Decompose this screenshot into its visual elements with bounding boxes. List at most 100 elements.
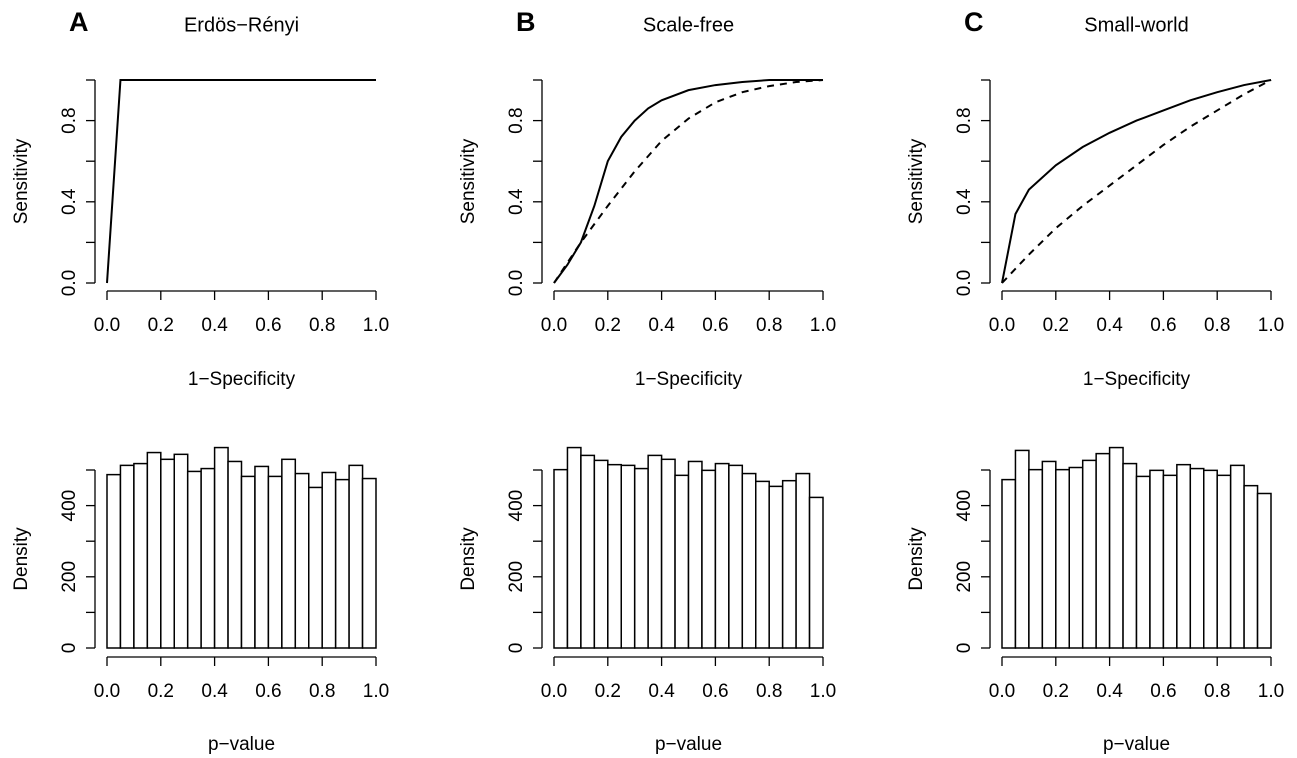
histogram-bar [1162, 474, 1178, 649]
histogram-bar [566, 446, 582, 649]
histogram-bar [106, 473, 122, 649]
x-tick-label: 0.2 [148, 681, 174, 702]
x-tick-label: 0.8 [756, 315, 782, 336]
x-tick-label: 0.0 [94, 681, 120, 702]
x-tick-label: 0.2 [595, 315, 621, 336]
chart-title: Small-world [1084, 14, 1188, 36]
y-axis-label: Density [906, 527, 927, 591]
y-tick-label: 0 [954, 643, 975, 654]
histogram-bar [607, 463, 622, 649]
roc-curve [106, 79, 376, 284]
histogram-bar [213, 446, 229, 649]
x-tick-label: 1.0 [810, 681, 836, 702]
x-tick-label: 0.6 [702, 315, 728, 336]
histogram-bar [281, 458, 297, 649]
histogram-bar [1095, 452, 1111, 649]
x-axis-label: p−value [1103, 734, 1170, 755]
histogram-bar [1135, 475, 1151, 649]
x-axis-label: p−value [655, 734, 722, 755]
roc-curve [553, 79, 824, 284]
histogram-bar [160, 458, 176, 649]
histogram-bar [186, 470, 202, 649]
y-tick-label: 200 [506, 561, 527, 593]
x-tick-label: 0.4 [648, 315, 675, 336]
x-tick-label: 0.0 [541, 681, 567, 702]
histogram-bar [254, 465, 270, 649]
x-tick-label: 0.4 [201, 681, 228, 702]
x-tick-label: 0.2 [1043, 681, 1069, 702]
roc-curve [1001, 79, 1272, 284]
histogram-bar [633, 467, 649, 649]
x-tick-label: 0.0 [94, 315, 120, 336]
roc-curve [553, 79, 823, 284]
histogram-bar [240, 475, 256, 649]
y-tick-label: 0.4 [506, 188, 527, 215]
y-tick-label: 400 [954, 490, 975, 522]
histogram-bar [741, 472, 757, 649]
x-tick-label: 0.8 [309, 681, 335, 702]
x-axis-label: p−value [208, 734, 275, 755]
y-tick-label: 400 [506, 490, 527, 522]
x-tick-label: 0.4 [1096, 315, 1123, 336]
histogram-bar [227, 460, 243, 649]
y-tick-label: 0.4 [59, 188, 80, 215]
histogram-bar [647, 454, 663, 649]
roc-curve [1001, 79, 1272, 284]
x-tick-label: 1.0 [1258, 681, 1284, 702]
y-tick-label: 400 [59, 490, 80, 522]
histogram-bar [119, 464, 135, 649]
histogram-bar [593, 459, 609, 649]
histogram-bar [1176, 463, 1192, 649]
histogram-bar [146, 451, 162, 649]
histogram-bar [173, 453, 189, 649]
y-axis-label: Density [11, 527, 32, 591]
histogram-bar [1108, 446, 1124, 649]
histogram-bar [267, 475, 283, 649]
y-axis-label: Sensitivity [458, 138, 479, 224]
chart-title: Erdös−Rényi [184, 14, 299, 36]
y-tick-label: 0.0 [506, 270, 527, 296]
histogram-bar [620, 464, 636, 649]
histogram-bar [768, 485, 784, 649]
x-tick-label: 0.8 [1204, 315, 1230, 336]
histogram-bar [674, 474, 690, 649]
panel-label: C [964, 7, 984, 37]
histogram-bar [701, 469, 717, 649]
histogram-bar [553, 468, 569, 649]
y-tick-label: 200 [954, 561, 975, 593]
histogram-bar [334, 478, 350, 649]
histogram-bar [133, 462, 149, 649]
y-tick-label: 0.8 [59, 107, 80, 133]
x-axis-label: 1−Specificity [188, 369, 296, 390]
x-tick-label: 0.0 [989, 681, 1015, 702]
histogram-bar [321, 471, 337, 649]
histogram-bar [308, 486, 323, 649]
x-tick-label: 1.0 [810, 315, 836, 336]
histogram-bar [1041, 460, 1057, 649]
x-tick-label: 0.4 [201, 315, 228, 336]
histogram-bar [1189, 467, 1205, 649]
histogram-bar [1149, 469, 1165, 649]
y-tick-label: 0 [59, 643, 80, 654]
panel-label: A [69, 7, 89, 37]
y-tick-label: 0.0 [59, 270, 80, 296]
histogram-bar [714, 462, 730, 649]
histogram-bar [795, 472, 811, 649]
histogram-bar [1229, 464, 1245, 649]
chart-title: Scale-free [643, 14, 734, 36]
histogram-bar [1256, 492, 1272, 649]
panel-label: B [516, 7, 536, 37]
x-tick-label: 0.6 [1150, 681, 1176, 702]
x-tick-label: 1.0 [363, 315, 389, 336]
histogram-bar [1243, 484, 1259, 649]
histogram-bar [1068, 466, 1084, 649]
histogram-bar [361, 477, 377, 649]
histogram-bar [1203, 469, 1218, 649]
y-tick-label: 0.8 [506, 107, 527, 133]
y-tick-label: 0 [506, 643, 527, 654]
y-tick-label: 0.4 [954, 188, 975, 215]
histogram-bar [580, 454, 596, 649]
x-tick-label: 0.6 [255, 681, 281, 702]
histogram-bar [1014, 449, 1030, 649]
